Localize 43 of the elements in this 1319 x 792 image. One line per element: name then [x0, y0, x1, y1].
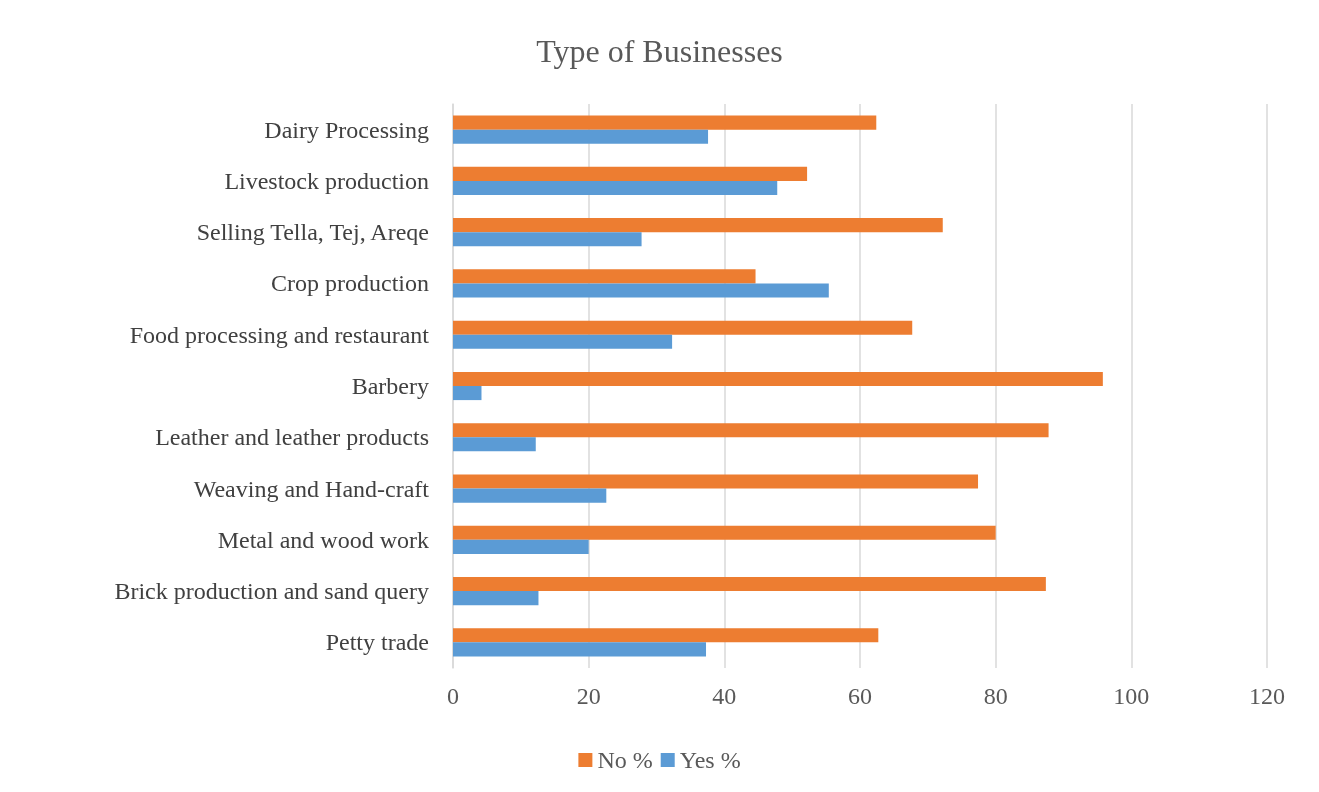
y-tick-label: Brick production and sand query — [114, 578, 429, 605]
x-tick-label: 80 — [983, 683, 1008, 709]
bar — [453, 218, 943, 233]
y-tick-label: Livestock production — [224, 167, 429, 194]
x-tick-label: 0 — [447, 683, 459, 709]
y-tick-label: Crop production — [271, 270, 429, 297]
y-tick-label: Weaving and Hand-craft — [193, 475, 430, 502]
bar — [453, 166, 808, 181]
bar — [453, 129, 709, 144]
bar — [453, 180, 778, 196]
bar — [453, 371, 1103, 386]
x-tick-label: 100 — [1113, 683, 1150, 709]
bar — [453, 525, 996, 540]
y-tick-label: Dairy Processing — [264, 116, 429, 143]
bar — [453, 474, 979, 489]
bar — [453, 269, 756, 284]
bar — [453, 642, 707, 657]
bar — [453, 283, 829, 298]
y-tick-label: Selling Tella, Tej, Areqe — [196, 219, 429, 246]
bar — [453, 591, 539, 606]
legend-label: No % — [597, 747, 653, 773]
y-tick-label: Petty trade — [325, 629, 429, 656]
chart-title: Type of Businesses — [536, 33, 783, 69]
bar — [453, 423, 1049, 438]
y-tick-label: Metal and wood work — [217, 526, 429, 553]
y-tick-label: Food processing and restaurant — [129, 321, 430, 348]
x-tick-label: 60 — [848, 683, 872, 709]
bar — [453, 115, 877, 130]
bar — [453, 386, 482, 401]
bar — [453, 488, 607, 503]
bar — [453, 334, 673, 349]
bar — [453, 628, 879, 643]
y-tick-label: Barbery — [351, 373, 429, 399]
bar — [453, 320, 913, 335]
legend-label: Yes % — [679, 747, 741, 773]
bar — [453, 232, 642, 247]
x-tick-label: 20 — [576, 683, 601, 709]
y-tick-label: Leather and leather products — [155, 424, 429, 451]
bar — [453, 576, 1046, 592]
x-tick-label: 120 — [1249, 683, 1285, 709]
x-tick-label: 40 — [712, 683, 737, 709]
bar — [453, 539, 589, 554]
bar — [453, 437, 536, 452]
